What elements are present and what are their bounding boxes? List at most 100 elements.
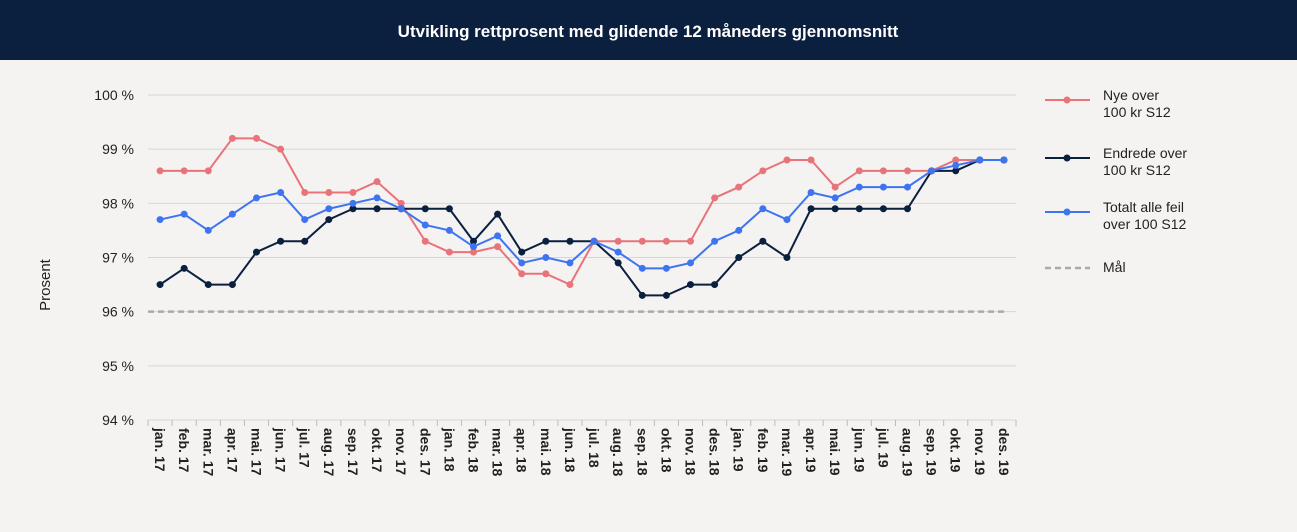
data-point xyxy=(180,264,188,272)
data-point xyxy=(494,243,502,251)
data-point xyxy=(1000,156,1008,164)
x-tick-label: nov. 19 xyxy=(972,428,988,475)
y-tick-label: 99 % xyxy=(102,141,134,157)
data-point xyxy=(735,226,743,234)
data-point xyxy=(711,194,719,202)
x-tick-label: apr. 19 xyxy=(803,428,819,473)
data-point xyxy=(783,216,791,224)
legend-label: Mål xyxy=(1103,259,1126,275)
data-point xyxy=(325,189,333,196)
data-point xyxy=(156,281,164,289)
data-point xyxy=(445,205,453,213)
data-point xyxy=(735,183,743,191)
data-point xyxy=(470,248,477,256)
data-point xyxy=(397,205,405,213)
data-point xyxy=(687,259,694,267)
x-tick-label: jun. 18 xyxy=(562,427,578,473)
data-point xyxy=(445,226,453,234)
x-tick-label: jul. 19 xyxy=(875,427,891,468)
data-point xyxy=(662,237,670,245)
data-point xyxy=(807,156,815,164)
x-tick-label: aug. 17 xyxy=(321,428,337,476)
data-point xyxy=(614,237,622,245)
x-tick-label: jan. 18 xyxy=(441,427,457,472)
data-point xyxy=(614,259,622,267)
legend-label: Totalt alle feil over 100 S12 xyxy=(1103,199,1187,232)
data-point xyxy=(156,216,164,224)
data-point xyxy=(228,134,236,142)
data-point xyxy=(373,194,381,202)
data-point xyxy=(638,237,646,245)
data-point xyxy=(831,205,839,213)
data-point xyxy=(855,167,863,175)
series-line xyxy=(159,159,1004,270)
data-point xyxy=(542,270,550,278)
data-point xyxy=(638,264,646,272)
y-tick-label: 97 % xyxy=(102,250,134,266)
data-point xyxy=(494,210,502,218)
series-line xyxy=(160,137,1004,286)
data-point xyxy=(831,194,839,202)
x-tick-label: des. 17 xyxy=(417,428,433,476)
x-tick-label: mar. 19 xyxy=(779,428,795,476)
data-point xyxy=(687,237,694,245)
y-tick-label: 95 % xyxy=(102,358,134,374)
data-point xyxy=(542,254,550,261)
data-point xyxy=(421,205,429,213)
data-point xyxy=(518,270,526,278)
data-point xyxy=(470,243,477,251)
data-point xyxy=(542,237,550,245)
data-point xyxy=(783,156,791,164)
data-point xyxy=(879,205,887,213)
x-tick-label: jul. 18 xyxy=(586,427,602,468)
data-point xyxy=(204,226,212,234)
x-tick-label: mai. 17 xyxy=(249,428,265,476)
x-tick-label: jun. 17 xyxy=(273,427,289,473)
y-tick-label: 98 % xyxy=(102,195,134,211)
x-tick-label: okt. 17 xyxy=(369,428,385,473)
data-point xyxy=(421,237,429,245)
x-tick-label: okt. 18 xyxy=(658,428,674,473)
x-tick-label: mar. 18 xyxy=(490,428,506,476)
data-point xyxy=(397,199,405,207)
data-point xyxy=(204,281,212,289)
legend-marker xyxy=(1063,208,1071,216)
data-point xyxy=(349,205,357,213)
data-point xyxy=(662,291,670,299)
y-tick-label: 96 % xyxy=(102,304,134,320)
data-point xyxy=(349,199,357,207)
data-point xyxy=(253,194,260,202)
legend-label: Endrede over 100 kr S12 xyxy=(1103,145,1188,178)
x-tick-label: okt. 19 xyxy=(948,428,964,473)
legend-marker xyxy=(1063,96,1071,104)
data-point xyxy=(904,183,911,191)
data-point xyxy=(928,167,936,175)
data-point xyxy=(518,259,526,267)
data-point xyxy=(277,189,285,196)
data-point xyxy=(590,237,598,245)
data-point xyxy=(783,254,791,261)
data-point xyxy=(325,216,333,224)
x-tick-label: feb. 19 xyxy=(755,428,771,473)
x-tick-label: apr. 17 xyxy=(224,428,240,473)
data-point xyxy=(952,167,960,175)
data-point xyxy=(253,248,260,256)
chart-title: Utvikling rettprosent med glidende 12 må… xyxy=(398,22,899,41)
data-point xyxy=(711,281,719,289)
x-tick-label: feb. 18 xyxy=(466,428,482,473)
data-point xyxy=(470,237,477,245)
x-tick-label: jul. 17 xyxy=(297,427,313,468)
data-point xyxy=(904,205,911,213)
title-bar xyxy=(0,0,1297,60)
data-point xyxy=(687,281,694,289)
x-tick-label: sep. 17 xyxy=(345,428,361,476)
data-point xyxy=(976,156,984,164)
data-point xyxy=(228,210,236,218)
data-point xyxy=(253,134,260,142)
data-point xyxy=(566,237,574,245)
data-point xyxy=(759,205,767,213)
data-point xyxy=(180,167,188,175)
data-point xyxy=(879,167,887,175)
